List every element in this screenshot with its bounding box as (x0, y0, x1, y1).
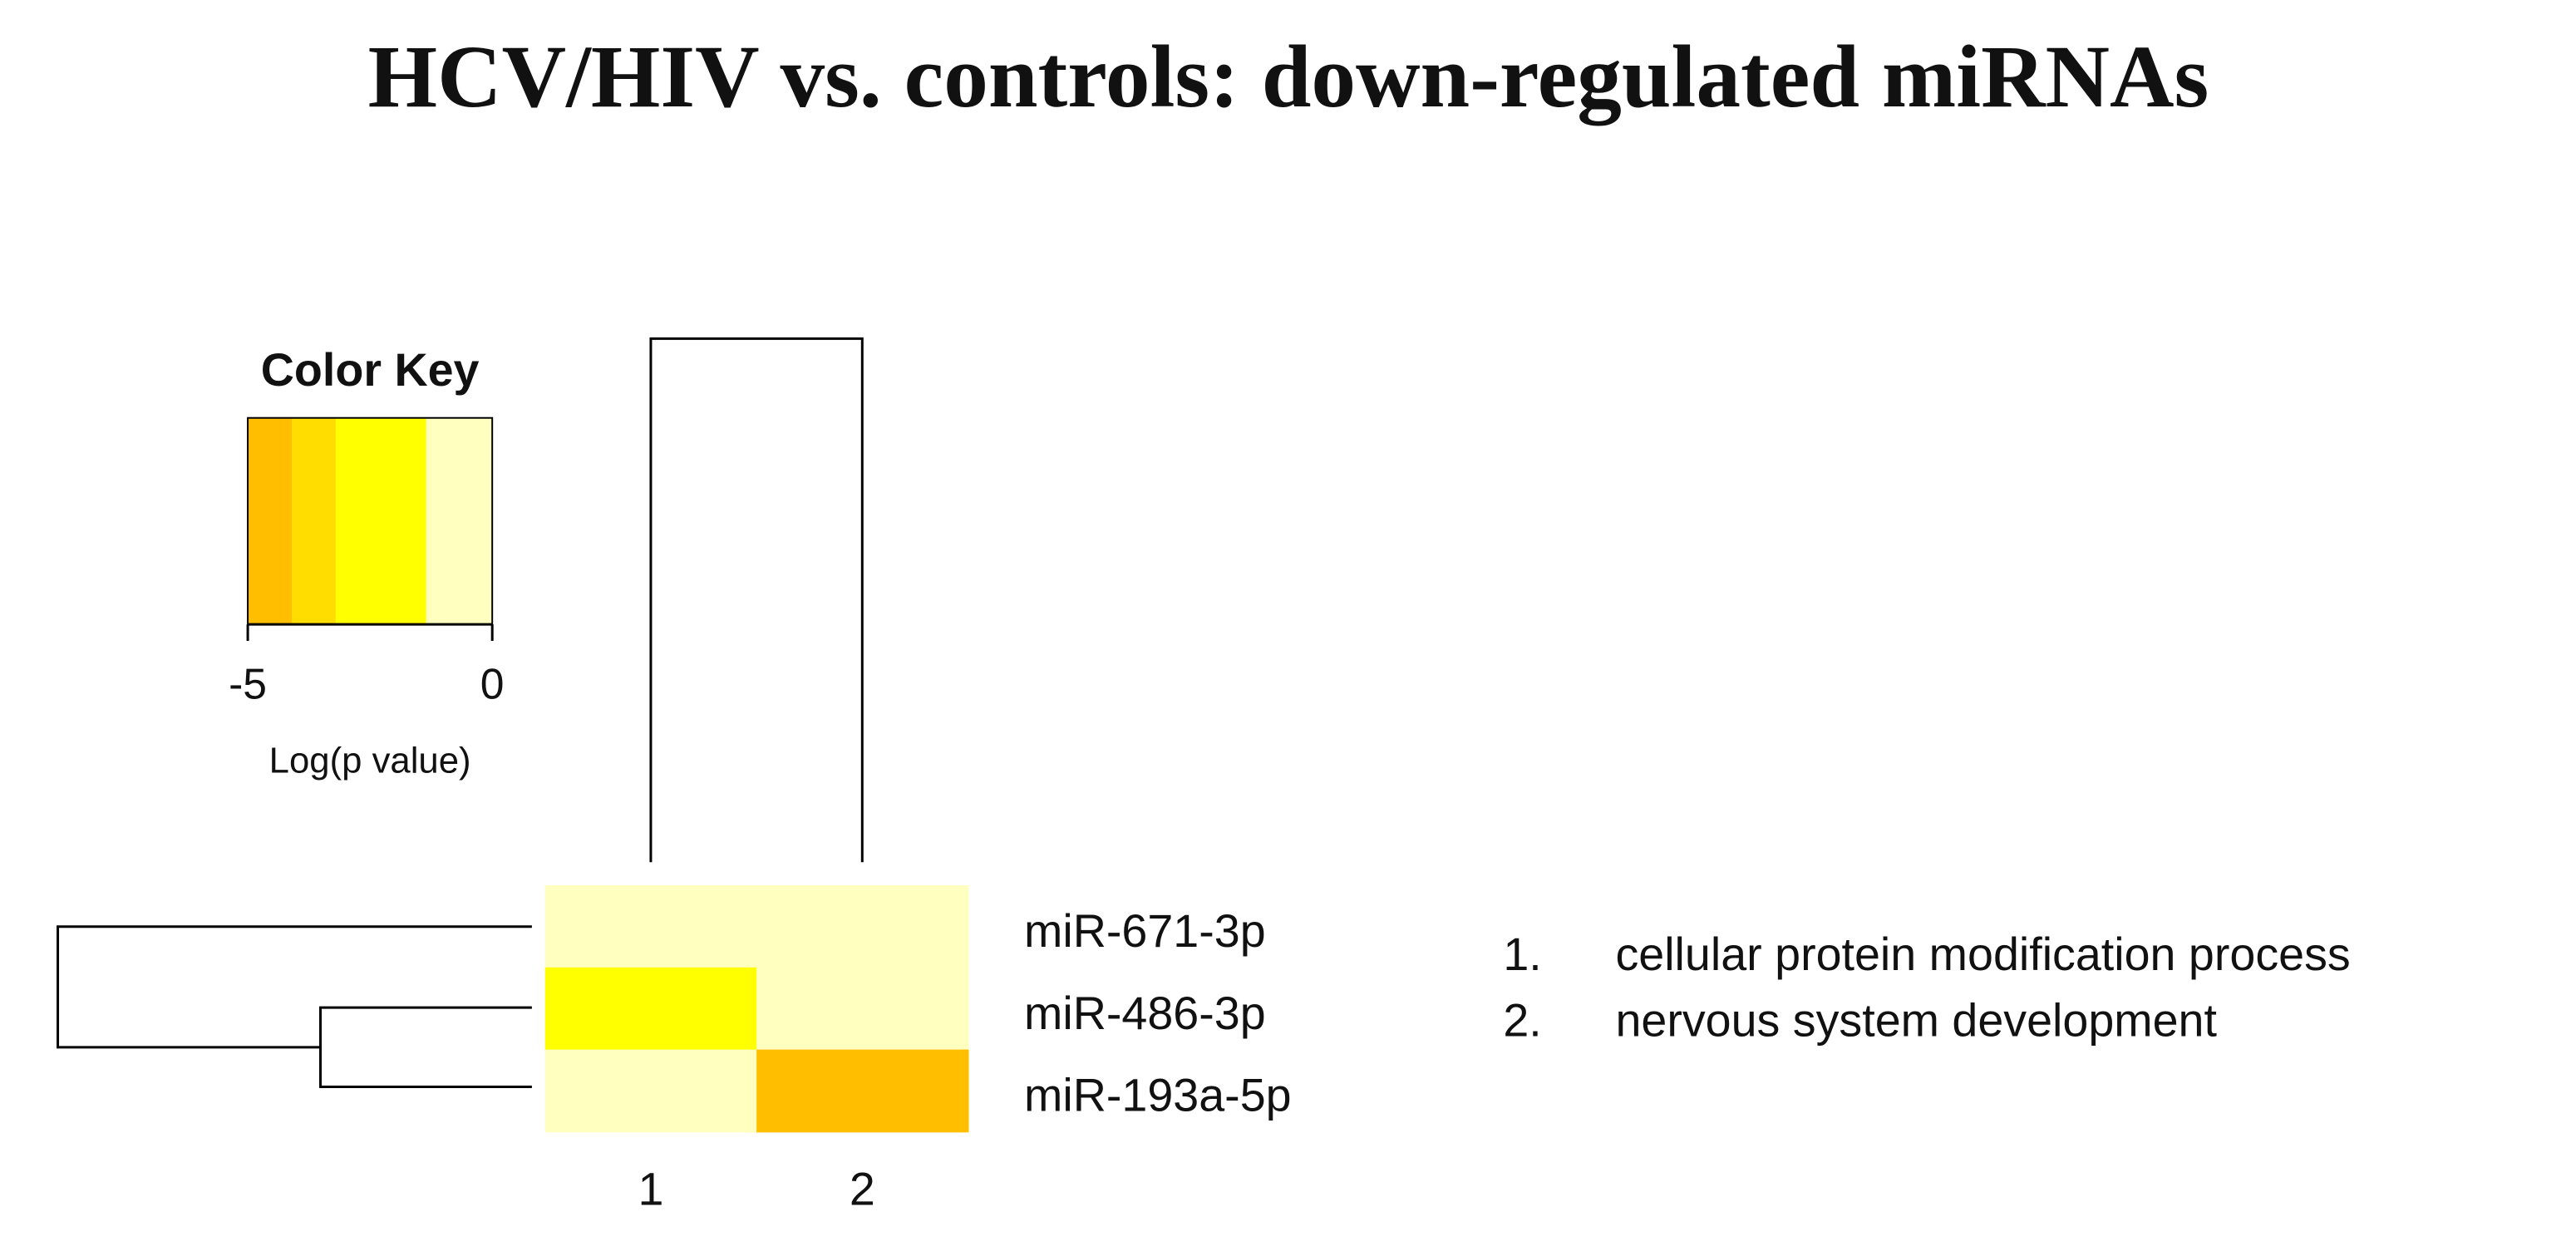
key-tick-label: 0 (480, 659, 505, 707)
heatmap-cell (544, 885, 758, 968)
key-title: Color Key (261, 344, 480, 396)
heatmap-cell (544, 967, 758, 1051)
row-dendrogram (57, 925, 532, 1089)
key-swatch (292, 417, 336, 625)
key-swatch (248, 417, 293, 625)
key-swatch (335, 417, 426, 625)
heatmap-cell (756, 967, 969, 1051)
legend-number: 2. (1503, 995, 1541, 1047)
heatmap-cell (756, 885, 969, 968)
heatmap-cell (756, 1049, 969, 1133)
key-axis-label: Log(p value) (269, 741, 471, 781)
row-label: miR-671-3p (1024, 905, 1266, 957)
column-label: 1 (638, 1163, 663, 1214)
key-tick-label: -5 (229, 659, 267, 707)
column-dendrogram (649, 337, 864, 863)
key-swatch (426, 417, 493, 625)
column-label: 2 (850, 1163, 875, 1214)
chart-title: HCV/HIV vs. controls: down-regulated miR… (368, 27, 2209, 126)
heatmap-cell (544, 1049, 758, 1133)
legend-label: cellular protein modification process (1615, 928, 2350, 980)
row-label: miR-486-3p (1024, 988, 1266, 1039)
row-label: miR-193a-5p (1024, 1070, 1292, 1121)
legend-label: nervous system development (1615, 995, 2217, 1047)
legend-number: 1. (1503, 928, 1541, 980)
